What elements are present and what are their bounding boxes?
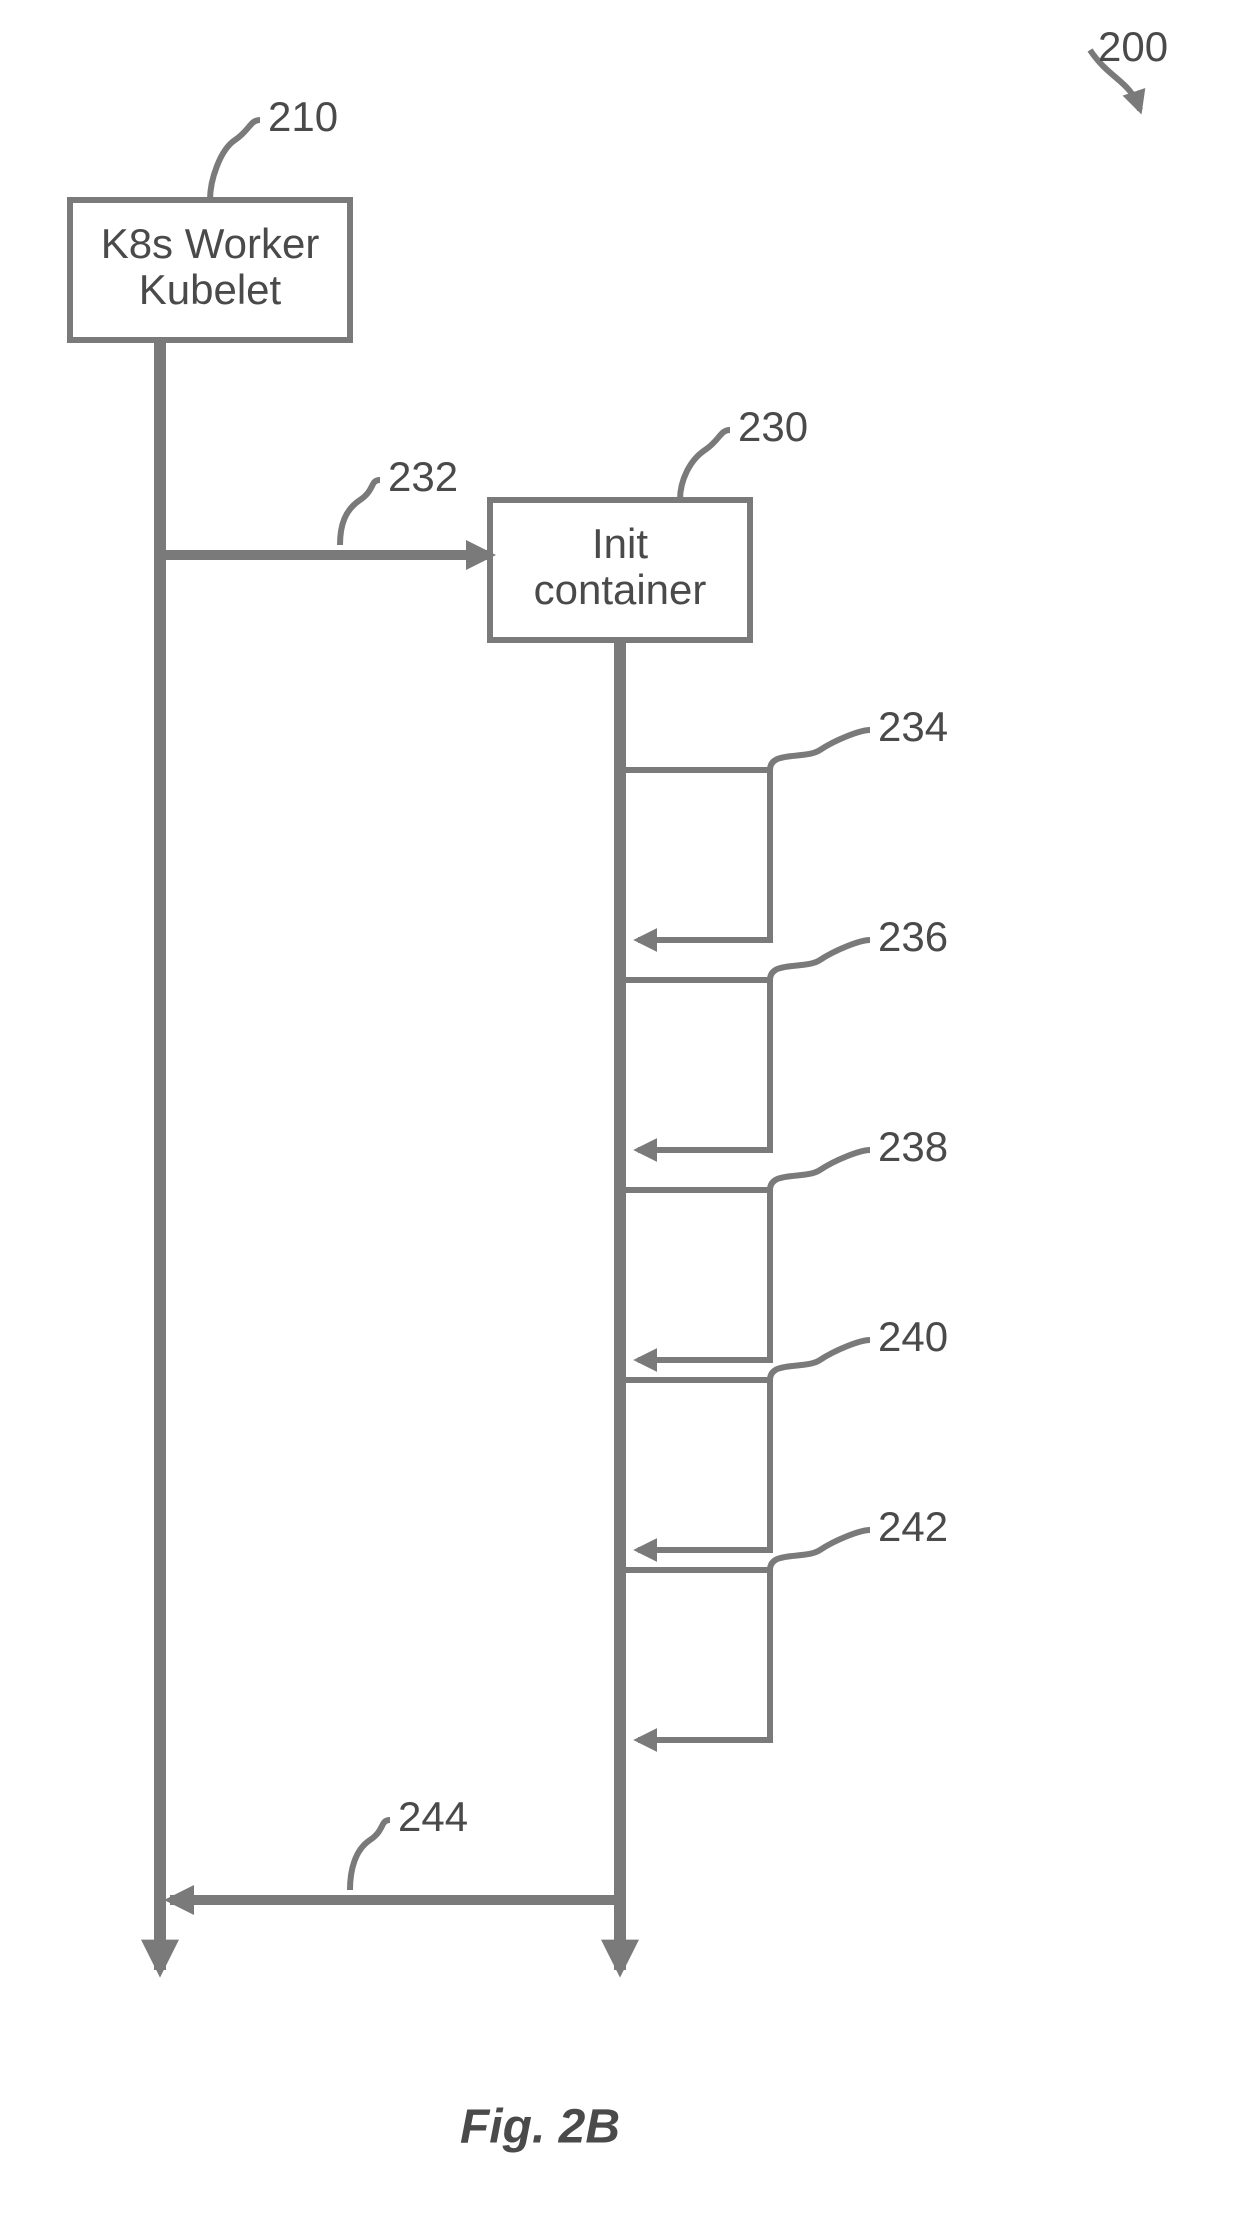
self_loops.2.ref-callout: [770, 1150, 870, 1190]
self_loops.4.ref-callout: [770, 1530, 870, 1570]
boxes.init.ref-ref: 230: [738, 403, 808, 450]
self_loops.0.ref-callout: [770, 730, 870, 770]
self-loop-236: [620, 980, 770, 1150]
self_loops.4.ref-ref: 242: [878, 1503, 948, 1550]
boxes.kubelet.ref-ref: 210: [268, 93, 338, 140]
self_loops.3.ref-ref: 240: [878, 1313, 948, 1360]
figure-caption: Fig. 2B: [460, 2101, 620, 2154]
init-label-1: container: [534, 566, 707, 613]
self-loop-238: [620, 1190, 770, 1360]
self_loops.0.ref-ref: 234: [878, 703, 948, 750]
arrows.a244.ref-ref: 244: [398, 1793, 468, 1840]
arrows.a232.ref-ref: 232: [388, 453, 458, 500]
boxes.init.ref-callout: [680, 430, 730, 500]
self_loops.1.ref-ref: 236: [878, 913, 948, 960]
kubelet-label-0: K8s Worker: [101, 220, 320, 267]
figure-ref-label: 200: [1098, 23, 1168, 70]
self-loop-240: [620, 1380, 770, 1550]
self-loop-242: [620, 1570, 770, 1740]
self_loops.2.ref-ref: 238: [878, 1123, 948, 1170]
self_loops.3.ref-callout: [770, 1340, 870, 1380]
kubelet-label-1: Kubelet: [139, 266, 282, 313]
arrows.a244.ref-callout: [350, 1820, 390, 1890]
arrows.a232.ref-callout: [340, 480, 380, 545]
init-label-0: Init: [592, 520, 648, 567]
self_loops.1.ref-callout: [770, 940, 870, 980]
boxes.kubelet.ref-callout: [210, 120, 260, 200]
self-loop-234: [620, 770, 770, 940]
